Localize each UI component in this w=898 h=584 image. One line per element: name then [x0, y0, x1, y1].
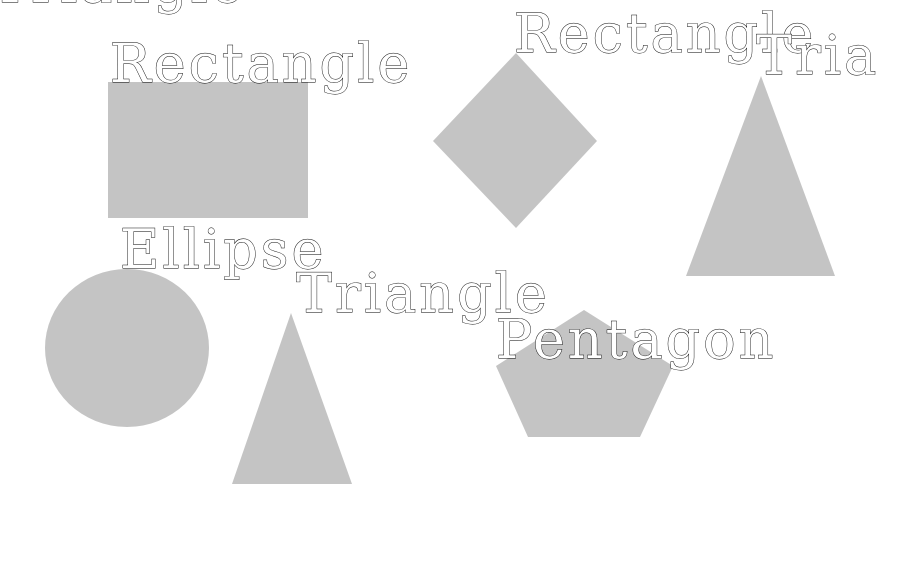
ellipse-shape [45, 269, 209, 427]
label-top-left-cutoff: Triangle [0, 0, 246, 15]
label-triangle-1: Tria [756, 24, 879, 87]
label-rectangle-1: Rectangle [110, 32, 412, 95]
pentagon-shape [496, 310, 673, 437]
label-rectangle-2: Rectangle [514, 2, 816, 65]
diamond-shape [433, 53, 597, 228]
rectangle-shape [108, 82, 308, 218]
triangle-shape-left [232, 313, 352, 484]
label-ellipse: Ellipse [120, 218, 326, 281]
label-triangle-2: Triangle [296, 262, 550, 325]
label-pentagon: Pentagon [496, 308, 776, 371]
triangle-shape-right [686, 76, 835, 276]
